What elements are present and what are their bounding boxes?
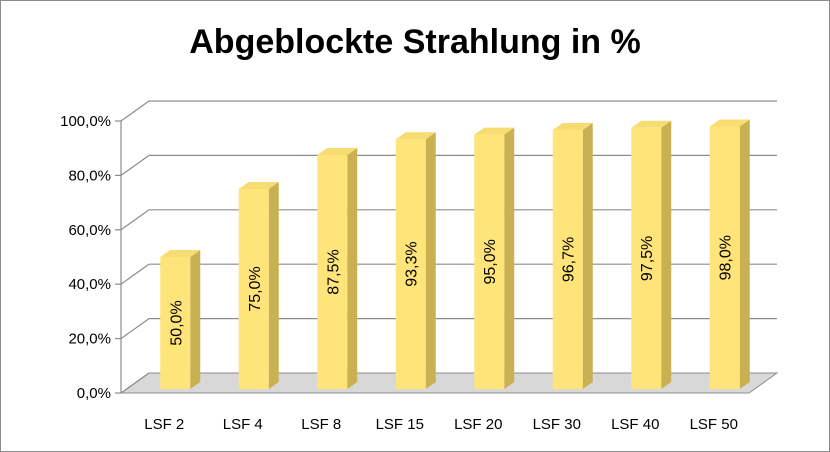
bar-top — [317, 148, 358, 155]
bar-side — [739, 119, 750, 389]
gridline-side — [120, 154, 150, 176]
chart-gridlines — [115, 100, 777, 394]
bar-side — [190, 250, 201, 389]
x-tick-label: LSF 2 — [144, 416, 184, 433]
chart-floor-plane — [119, 372, 779, 394]
bar — [631, 127, 662, 390]
data-label: 96,7% — [561, 237, 578, 282]
bar — [552, 129, 583, 389]
bar — [160, 257, 191, 389]
x-tick-label: LSF 30 — [533, 416, 581, 433]
data-label: 98,0% — [718, 235, 735, 280]
x-tick-label: LSF 50 — [690, 416, 738, 433]
chart-floor — [119, 372, 779, 394]
data-label: 75,0% — [247, 266, 264, 311]
bar-side — [268, 182, 279, 389]
gridline-side — [120, 318, 150, 340]
bar-top — [238, 182, 279, 189]
y-tick-label: 20,0% — [68, 331, 111, 348]
x-tick-label: LSF 4 — [223, 416, 263, 433]
bar-top — [474, 127, 515, 135]
bar-side — [347, 148, 358, 389]
bar-side — [504, 127, 515, 389]
data-label: 87,5% — [325, 249, 342, 294]
bar-side — [582, 122, 593, 389]
bar-top — [160, 250, 201, 257]
chart-title: Abgeblockte Strahlung in % — [189, 23, 641, 61]
bar-side — [425, 132, 436, 389]
gridline-side — [120, 372, 150, 394]
data-label: 97,5% — [639, 236, 656, 281]
data-label: 95,0% — [482, 239, 499, 284]
bar — [709, 126, 740, 389]
gridline-side — [120, 263, 150, 285]
data-label: 50,0% — [168, 300, 185, 345]
gridline-side — [120, 100, 150, 122]
y-tick-label: 80,0% — [68, 167, 111, 184]
x-tick-label: LSF 40 — [611, 416, 659, 433]
x-tick-label: LSF 8 — [301, 416, 341, 433]
chart-bars — [160, 119, 750, 390]
y-tick-label: 100,0% — [60, 113, 111, 130]
x-tick-label: LSF 20 — [454, 416, 502, 433]
bar-top — [395, 132, 436, 140]
bar — [474, 134, 505, 389]
bar-side — [661, 120, 672, 390]
data-label: 93,3% — [404, 241, 421, 286]
y-tick-label: 40,0% — [68, 276, 111, 293]
bar — [238, 189, 269, 389]
bar — [317, 155, 348, 389]
x-tick-label: LSF 15 — [376, 416, 424, 433]
bar-top — [631, 120, 672, 128]
bar-top — [552, 122, 593, 130]
bar — [395, 139, 426, 389]
chart-labels: 0,0% 20,0% 40,0% 60,0% 80,0% 100,0% 50,0% LSF 2… — [60, 113, 738, 433]
bar-top — [709, 119, 750, 127]
y-tick-label: 60,0% — [68, 222, 111, 239]
y-tick-label: 0,0% — [77, 385, 111, 402]
gridline-side — [120, 209, 150, 231]
